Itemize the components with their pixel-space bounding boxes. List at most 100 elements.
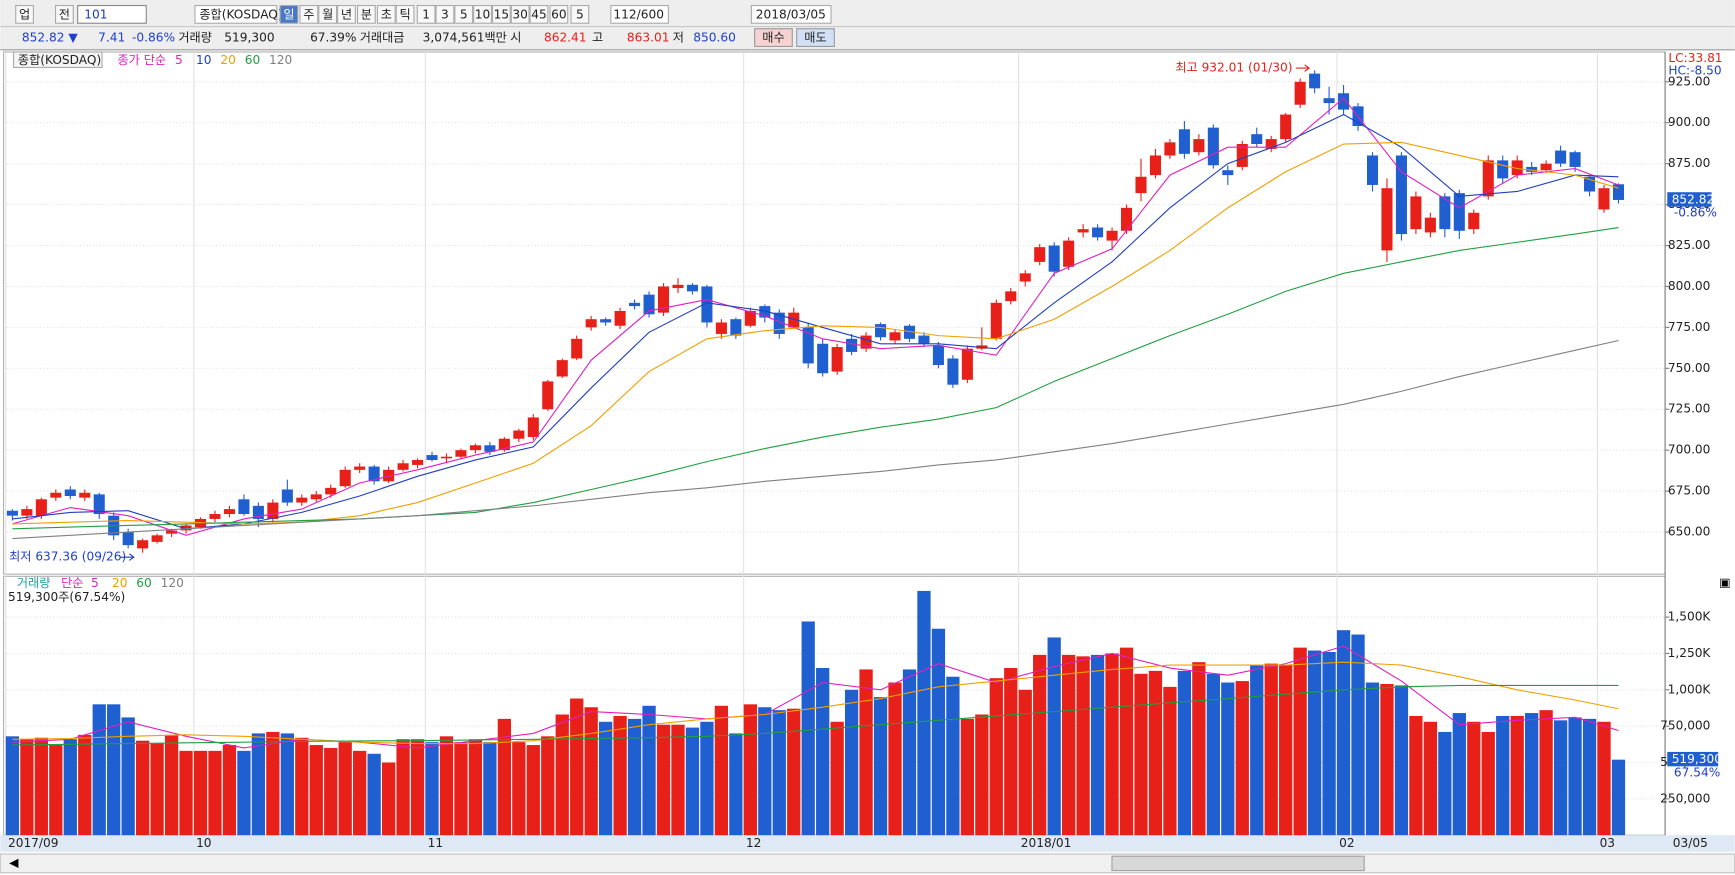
volume-bar <box>1336 630 1351 836</box>
toolbar-button[interactable] <box>299 4 319 24</box>
order-button[interactable] <box>796 28 835 48</box>
volume-marker <box>1667 751 1719 767</box>
candle-body <box>1178 129 1190 154</box>
volume-bar <box>888 682 902 836</box>
toolbar-item[interactable]: 112/600 <box>613 7 664 21</box>
volume-bar <box>20 739 34 836</box>
scroll-thumb[interactable] <box>1111 855 1365 872</box>
toolbar-item[interactable]: 월 <box>322 7 333 21</box>
order-button-label[interactable]: 매도 <box>804 31 826 45</box>
toolbar-item[interactable]: 주 <box>303 7 314 21</box>
toolbar-item[interactable]: 5 <box>460 7 468 21</box>
pane-close[interactable]: ▣ <box>1719 575 1731 589</box>
toolbar-button[interactable] <box>337 4 356 24</box>
x-tick-label: 10 <box>196 836 211 850</box>
scrollbar[interactable] <box>0 853 1735 874</box>
toolbar-item[interactable]: 분 <box>361 7 372 21</box>
toolbar-button[interactable] <box>15 4 34 24</box>
toolbar-button[interactable] <box>473 4 492 24</box>
volume-bar <box>1105 653 1119 836</box>
toolbar-item[interactable]: 1 <box>422 7 430 21</box>
volume-bar <box>1380 683 1394 836</box>
order-button[interactable] <box>754 28 793 48</box>
toolbar-button[interactable] <box>55 4 74 24</box>
candle-body <box>1468 212 1480 230</box>
candle-body <box>1453 193 1465 231</box>
legend-entry: 5 <box>175 53 183 67</box>
toolbar-item[interactable]: 일 <box>283 7 294 21</box>
volume-bar <box>1177 670 1192 836</box>
toolbar-button[interactable] <box>491 4 511 24</box>
candle-body <box>1135 176 1147 194</box>
moving-average <box>12 97 1619 536</box>
order-button-label[interactable]: 매수 <box>762 31 784 45</box>
toolbar-item[interactable]: 2018/03/05 <box>756 7 826 21</box>
toolbar-field[interactable] <box>610 4 669 24</box>
toolbar-button[interactable] <box>549 4 569 24</box>
volume-bar <box>743 704 757 836</box>
volume-bar <box>931 628 946 836</box>
toolbar-item[interactable]: 3 <box>441 7 449 21</box>
date-axis <box>0 835 1735 852</box>
toolbar-button[interactable] <box>376 4 396 24</box>
quote-field: 거래대금 <box>360 31 405 45</box>
toolbar-button[interactable] <box>570 4 590 24</box>
volume-bar <box>1134 673 1148 836</box>
toolbar-field[interactable] <box>750 4 832 24</box>
candle-body <box>281 489 293 503</box>
volume-bar <box>1221 682 1235 836</box>
candle-body <box>600 319 612 323</box>
scroll-left[interactable]: ◀ <box>9 855 19 869</box>
toolbar-button[interactable] <box>395 4 415 24</box>
toolbar-item[interactable]: 10 <box>475 7 490 21</box>
toolbar-item[interactable]: 45 <box>531 7 546 21</box>
toolbar-item[interactable]: 15 <box>494 7 509 21</box>
toolbar-button[interactable] <box>279 4 299 24</box>
volume-bar <box>1322 651 1336 836</box>
volume-bar <box>599 721 613 836</box>
toolbar-button[interactable] <box>356 4 376 24</box>
candle-body <box>21 509 33 516</box>
volume-bar <box>1148 670 1163 836</box>
volume-bar <box>1004 667 1018 836</box>
toolbar-item[interactable]: 종합(KOSDAQ) <box>199 7 282 21</box>
candle-body <box>629 302 641 307</box>
volume-bar <box>873 697 888 836</box>
candle-body <box>585 319 597 328</box>
candle-body <box>1120 207 1133 231</box>
toolbar-button[interactable] <box>318 4 338 24</box>
toolbar-button[interactable] <box>435 4 455 24</box>
toolbar-item[interactable]: 5 <box>576 7 584 21</box>
toolbar-field[interactable] <box>194 4 278 24</box>
toolbar-button[interactable] <box>454 4 474 24</box>
candle-body <box>1236 144 1248 167</box>
volume-bar <box>179 750 193 836</box>
toolbar-item[interactable]: 60 <box>551 7 566 21</box>
toolbar-item[interactable]: 업 <box>19 7 30 21</box>
toolbar-item[interactable]: 전 <box>59 7 70 21</box>
moving-average <box>12 661 1619 745</box>
volume-bar <box>324 747 338 836</box>
toolbar-item[interactable]: 초 <box>381 7 392 21</box>
toolbar-item[interactable]: 30 <box>512 7 527 21</box>
volume-bar <box>1481 731 1495 836</box>
toolbar-item[interactable]: 년 <box>341 7 352 21</box>
volume-bar <box>222 745 237 836</box>
volume-bar <box>1510 715 1524 836</box>
volume-bar <box>960 718 975 836</box>
volume-bar <box>859 669 873 836</box>
toolbar-item[interactable]: 틱 <box>400 7 411 21</box>
toolbar-button[interactable] <box>510 4 530 24</box>
candle-body <box>498 438 510 451</box>
code-input[interactable] <box>77 4 147 24</box>
toolbar-button[interactable] <box>529 4 549 24</box>
volume-bar <box>63 739 77 836</box>
candle-body <box>484 445 496 452</box>
volume-bar <box>1525 713 1539 836</box>
toolbar-item[interactable]: 101 <box>84 7 107 21</box>
ratio-label: 67.54% <box>1674 765 1720 779</box>
volume-bar <box>1365 682 1380 836</box>
toolbar-button[interactable] <box>416 4 436 24</box>
candle-body <box>918 335 930 344</box>
candle-body <box>1511 160 1523 176</box>
